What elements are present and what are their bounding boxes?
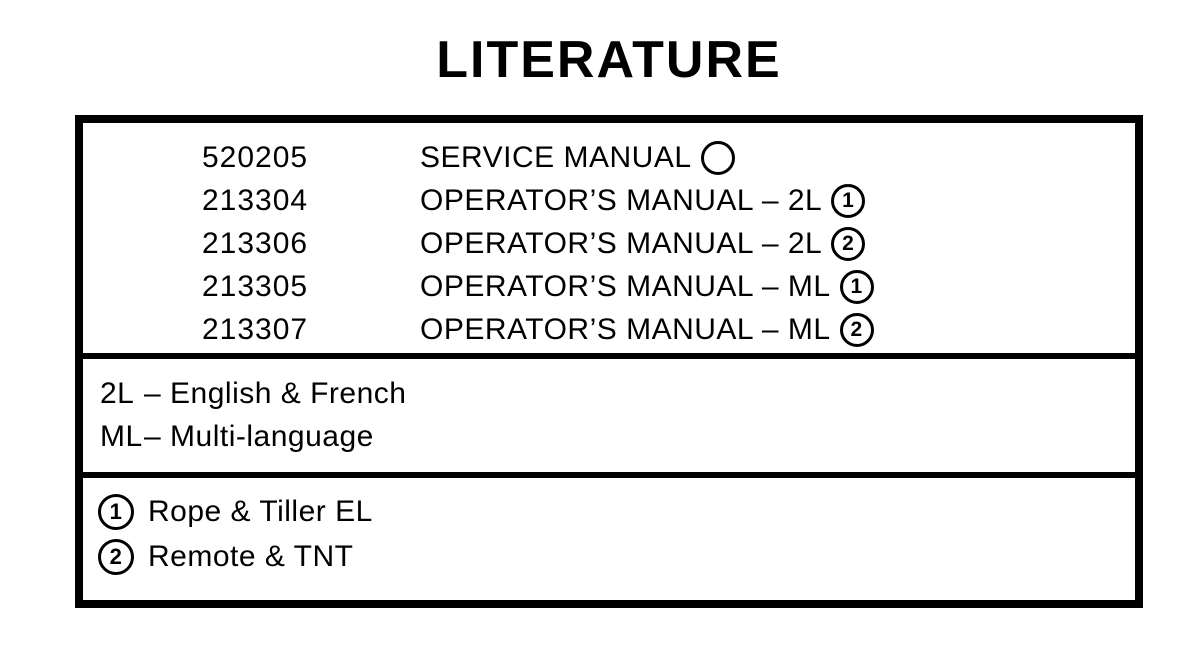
note-marker-circle-icon: 1 [831, 183, 866, 218]
note-marker-circle-icon: 1 [839, 269, 874, 304]
part-number: 213305 [202, 269, 309, 303]
part-number: 520205 [202, 140, 309, 174]
language-label: – Multi-language [144, 419, 374, 453]
note-marker-circle-icon: 2 [98, 538, 134, 575]
part-description: OPERATOR’S MANUAL – 2L [420, 226, 823, 260]
table-row: 520205 SERVICE MANUAL [83, 136, 1135, 179]
table-row: 213304 OPERATOR’S MANUAL – 2L 1 [83, 179, 1135, 222]
legend-item: ML – Multi-language [100, 415, 1135, 458]
literature-table: 520205 SERVICE MANUAL 213304 OPERATOR’S … [75, 115, 1143, 608]
part-list-section: 520205 SERVICE MANUAL 213304 OPERATOR’S … [83, 123, 1135, 353]
note-label: Remote & TNT [148, 539, 354, 573]
note-item: 1 Rope & Tiller EL [98, 489, 1135, 534]
model-notes-section: 1 Rope & Tiller EL 2 Remote & TNT [83, 472, 1135, 600]
language-code: 2L [100, 376, 135, 410]
note-marker-circle-icon: 1 [98, 493, 134, 530]
part-number: 213304 [202, 183, 309, 217]
part-number: 213306 [202, 226, 309, 260]
language-legend-section: 2L – English & French ML – Multi-languag… [83, 353, 1135, 472]
note-item: 2 Remote & TNT [98, 534, 1135, 579]
table-row: 213306 OPERATOR’S MANUAL – 2L 2 [83, 222, 1135, 265]
note-label: Rope & Tiller EL [148, 494, 373, 528]
table-row: 213307 OPERATOR’S MANUAL – ML 2 [83, 308, 1135, 351]
legend-item: 2L – English & French [100, 372, 1135, 415]
part-description: OPERATOR’S MANUAL – ML [420, 269, 831, 303]
part-number: 213307 [202, 312, 309, 346]
part-description: SERVICE MANUAL [420, 140, 692, 174]
page-title: LITERATURE [436, 31, 782, 89]
language-code: ML [100, 419, 143, 453]
note-marker-circle-icon [700, 140, 735, 175]
part-description: OPERATOR’S MANUAL – ML [420, 312, 831, 346]
table-row: 213305 OPERATOR’S MANUAL – ML 1 [83, 265, 1135, 308]
note-marker-circle-icon: 2 [831, 226, 866, 261]
note-marker-circle-icon: 2 [839, 312, 874, 347]
language-label: – English & French [144, 376, 407, 410]
part-description: OPERATOR’S MANUAL – 2L [420, 183, 823, 217]
